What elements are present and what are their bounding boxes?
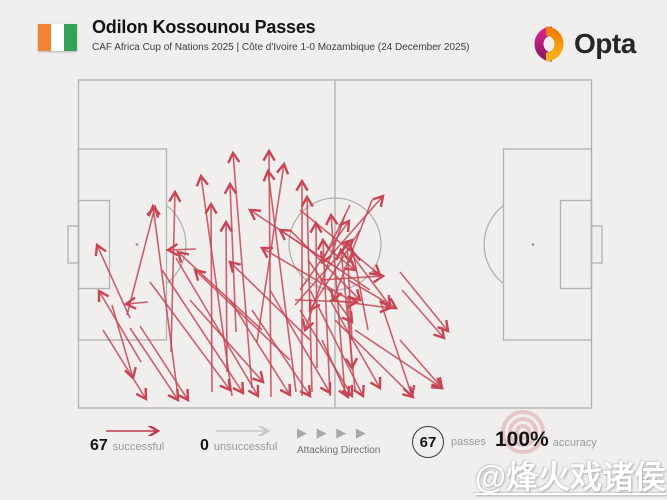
pass-arrow <box>102 329 148 402</box>
unsuccessful-label: unsuccessful <box>213 441 278 453</box>
legend-successful: 67 successful <box>90 426 166 455</box>
successful-count: 67 <box>90 437 108 454</box>
pass-arrow <box>340 239 355 341</box>
attacking-direction-triangles-icon: ▶ ▶ ▶ ▶ <box>297 425 369 440</box>
pass-arrow <box>324 194 385 263</box>
flag-stripe-green <box>64 24 77 51</box>
pass-arrow <box>348 249 369 331</box>
legend-attacking-direction: ▶ ▶ ▶ ▶ Attacking Direction <box>297 425 380 456</box>
pass-arrow <box>300 194 314 393</box>
left-penalty-arc <box>166 204 187 285</box>
pass-arrow <box>335 247 356 391</box>
left-goal <box>67 225 80 264</box>
pass-arrow <box>316 237 331 397</box>
pass-arrow <box>262 168 297 393</box>
pass-arrow <box>399 339 444 390</box>
pass-arrow <box>307 259 354 324</box>
accuracy-value: 100% <box>495 428 549 451</box>
opta-logo: Opta <box>528 22 636 66</box>
unsuccessful-count: 0 <box>200 437 209 454</box>
flag-stripe-orange <box>38 24 51 51</box>
pass-arrow <box>320 204 351 265</box>
right-penalty-arc <box>483 204 504 285</box>
pass-arrow <box>165 243 197 257</box>
pass-arrow <box>294 238 354 306</box>
pass-arrow <box>204 201 218 393</box>
pass-arrow <box>227 150 253 389</box>
pass-arrow <box>97 288 142 363</box>
pass-arrow <box>126 204 160 316</box>
right-penalty-spot <box>531 243 535 246</box>
pass-arrow <box>123 296 149 310</box>
accuracy-label: accuracy <box>552 437 597 449</box>
pass-arrow <box>149 281 232 392</box>
attacking-direction-label: Attacking Direction <box>297 445 381 456</box>
pass-arrow <box>262 148 276 398</box>
successful-arrow-icon <box>106 426 161 436</box>
legend-unsuccessful: 0 unsuccessful <box>200 426 278 455</box>
bullseye-icon <box>501 410 545 454</box>
legend-passes: 67 passes <box>412 426 486 458</box>
pass-arrow <box>269 289 332 396</box>
pass-arrow <box>325 212 346 396</box>
pass-arrow <box>189 299 265 384</box>
unsuccessful-arrow-icon <box>216 426 271 436</box>
passes-label: passes <box>451 436 486 448</box>
pass-arrow <box>175 257 260 399</box>
pass-arrow <box>251 309 312 398</box>
pass-arrow <box>229 299 292 398</box>
flag-stripe-white <box>51 24 64 51</box>
pass-arrow <box>168 189 182 353</box>
left-six-yard-box <box>77 199 111 290</box>
successful-label: successful <box>112 441 165 453</box>
page-title: Odilon Kossounou Passes <box>92 17 316 37</box>
pass-arrow <box>139 325 190 402</box>
match-subtitle: CAF Africa Cup of Nations 2025 | Côte d'… <box>92 42 470 53</box>
cote-divoire-flag <box>38 24 77 51</box>
pass-arrow <box>319 269 386 284</box>
pass-arrow <box>401 289 446 340</box>
pass-arrow <box>334 319 415 399</box>
pass-arrow <box>111 304 137 381</box>
pass-arrow <box>289 229 362 302</box>
pass-arrows-layer <box>94 148 450 402</box>
opta-mark-icon <box>534 26 564 62</box>
pass-arrow <box>129 327 180 402</box>
pass-arrow <box>94 242 131 319</box>
left-penalty-area <box>77 148 168 341</box>
pass-arrow <box>193 268 291 361</box>
passes-count-circle: 67 <box>412 426 444 458</box>
pass-arrow <box>299 209 382 277</box>
left-penalty-spot <box>135 243 139 246</box>
right-penalty-area <box>502 148 593 341</box>
pass-arrow <box>379 299 416 399</box>
pass-arrow <box>147 203 179 397</box>
pass-arrow <box>354 329 444 390</box>
pass-arrow <box>399 271 450 333</box>
pass-arrow <box>161 269 245 395</box>
right-six-yard-box <box>559 199 593 290</box>
watermark: @烽火戏诸侯 <box>474 459 666 495</box>
pass-arrow <box>228 260 311 341</box>
pass-arrow <box>351 254 392 308</box>
right-goal <box>590 225 603 264</box>
pass-arrow <box>176 250 263 331</box>
legend-accuracy: 100% accuracy <box>495 410 667 454</box>
opta-logo-text: Opta <box>574 28 636 59</box>
pass-arrow <box>223 181 237 333</box>
